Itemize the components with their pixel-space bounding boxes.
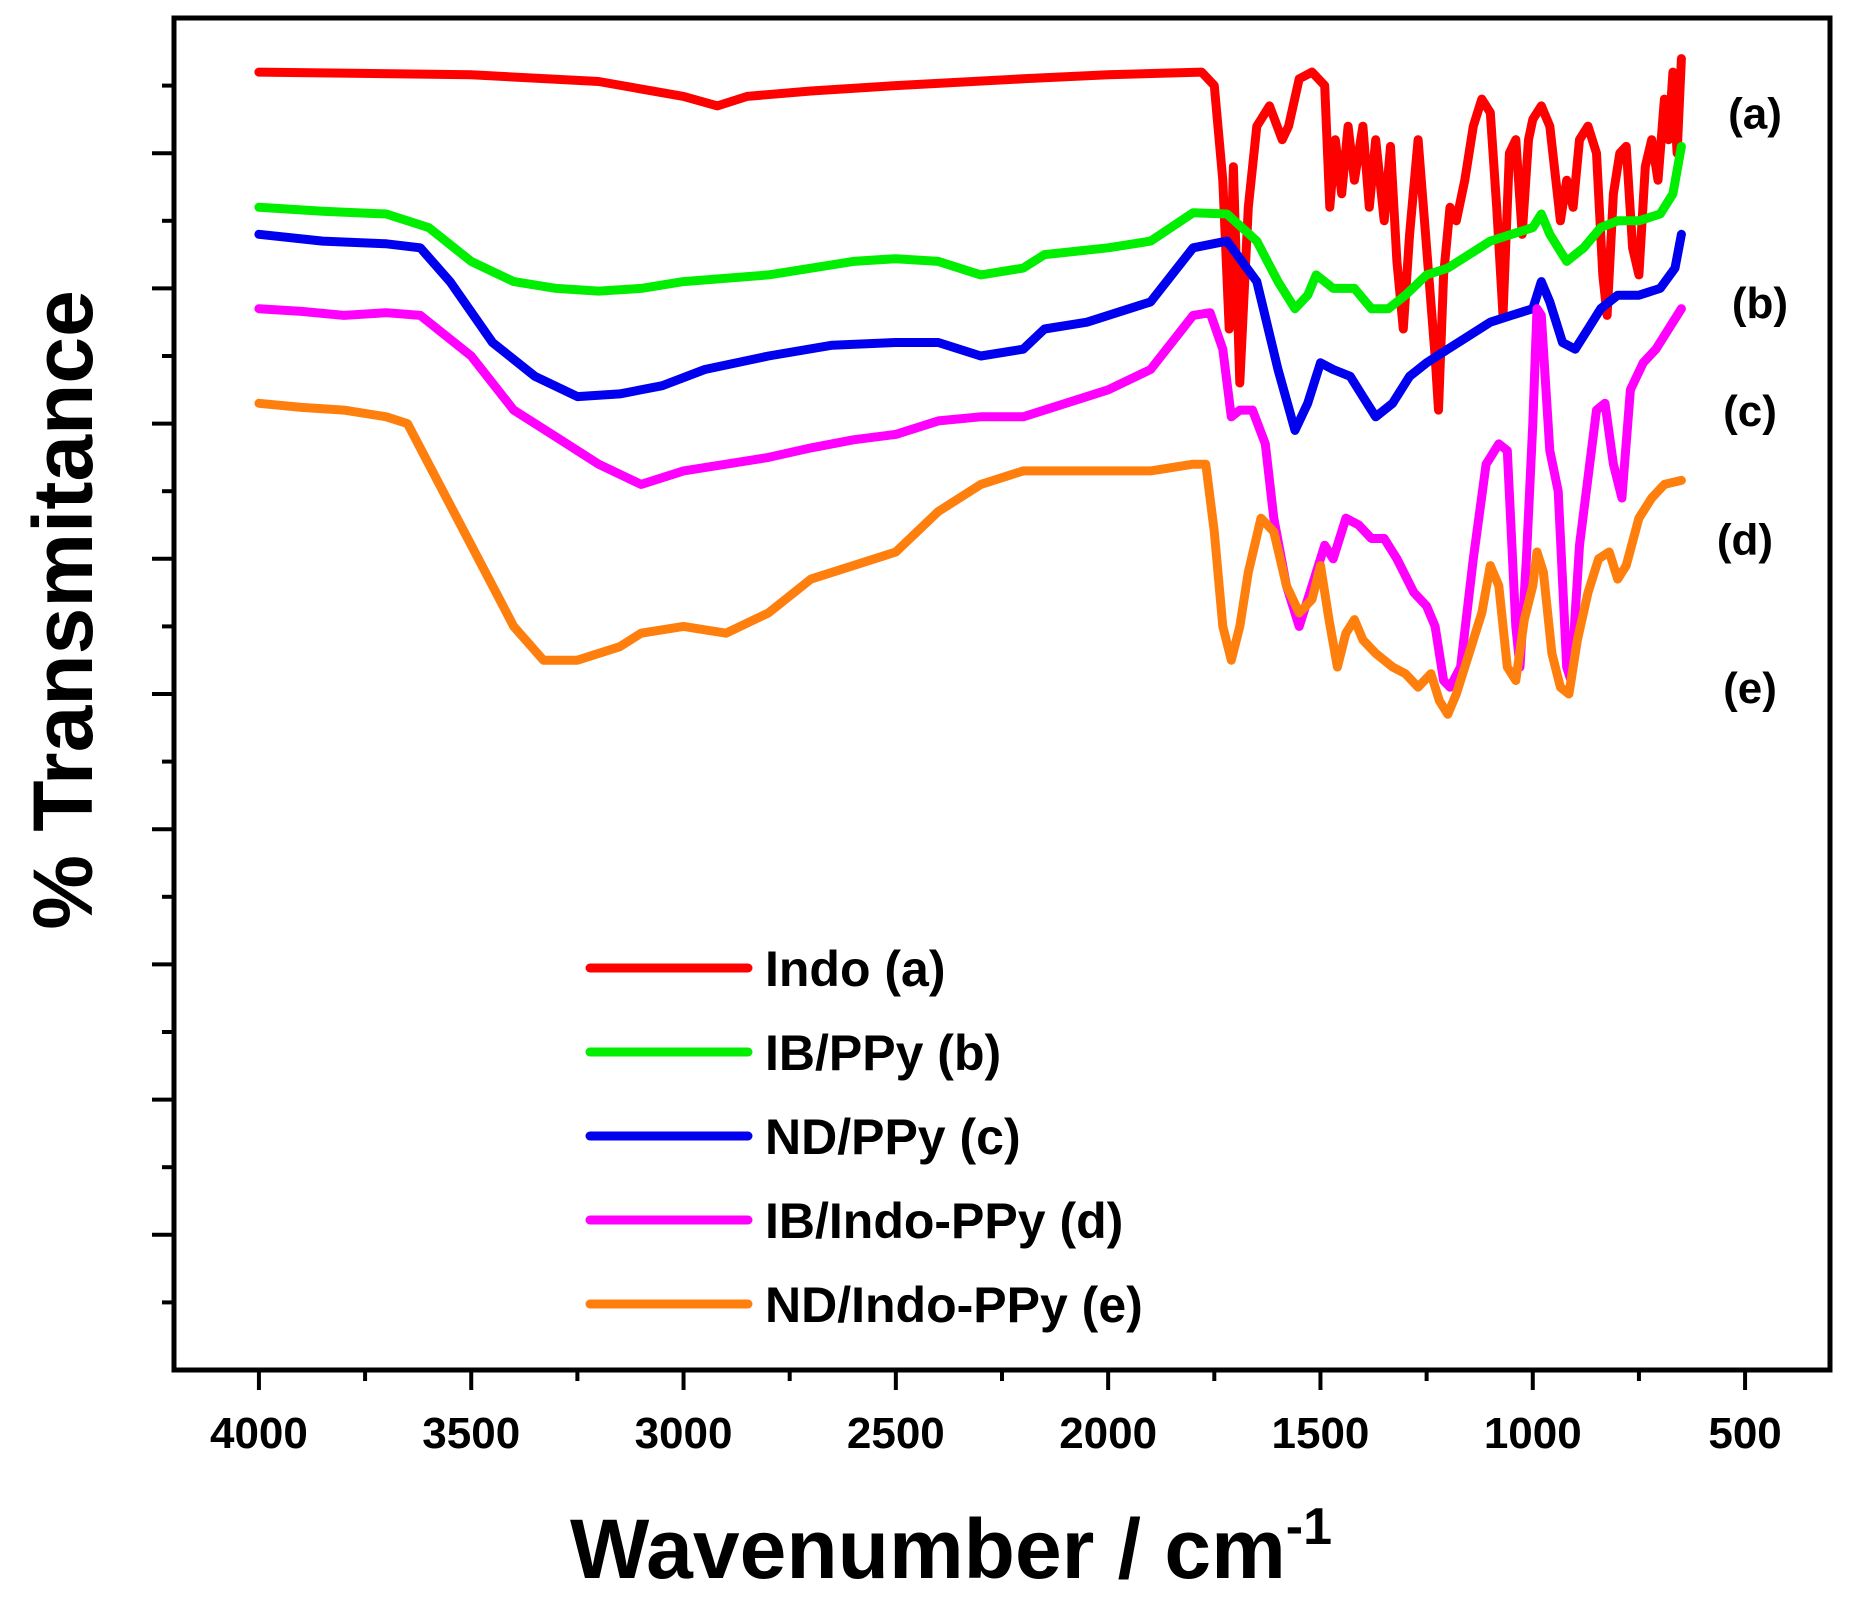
x-tick-label-3500: 3500 bbox=[422, 1409, 520, 1458]
series-line-4 bbox=[254, 398, 1686, 719]
y-axis-title: % Transmitance bbox=[16, 290, 110, 930]
series-line-2 bbox=[254, 229, 1686, 435]
x-tick-label-1000: 1000 bbox=[1484, 1409, 1582, 1458]
x-tick-label-2500: 2500 bbox=[847, 1409, 945, 1458]
legend-label-0: Indo (a) bbox=[765, 941, 946, 997]
legend-label-3: IB/Indo-PPy (d) bbox=[765, 1193, 1123, 1249]
x-tick-label-1500: 1500 bbox=[1272, 1409, 1370, 1458]
x-tick-label-500: 500 bbox=[1708, 1409, 1781, 1458]
x-axis-title-text: Wavenumber / cm bbox=[570, 1502, 1286, 1596]
series-line-3 bbox=[254, 304, 1686, 692]
y-axis-ticks bbox=[152, 83, 174, 1305]
series-line-1 bbox=[254, 141, 1686, 314]
legend-label-2: ND/PPy (c) bbox=[765, 1109, 1021, 1165]
x-axis-ticks: 4000 3500 3000 2500 2000 1500 1000 500 bbox=[210, 1370, 1782, 1458]
series-group bbox=[254, 54, 1686, 719]
legend-label-4: ND/Indo-PPy (e) bbox=[765, 1277, 1143, 1333]
legend-label-1: IB/PPy (b) bbox=[765, 1025, 1001, 1081]
curve-label-4: (e) bbox=[1723, 664, 1777, 713]
plot-frame bbox=[171, 15, 1833, 1373]
curve-label-3: (d) bbox=[1717, 516, 1773, 565]
x-tick-label-3000: 3000 bbox=[635, 1409, 733, 1458]
curve-label-2: (c) bbox=[1723, 387, 1777, 436]
x-tick-label-4000: 4000 bbox=[210, 1409, 308, 1458]
x-axis-title: Wavenumber / cm-1 bbox=[570, 1498, 1332, 1596]
legend: Indo (a) IB/PPy (b) ND/PPy (c) IB/Indo-PPy … bbox=[585, 941, 1143, 1333]
series-line-0 bbox=[254, 54, 1686, 415]
curve-label-0: (a) bbox=[1728, 90, 1782, 139]
curve-label-1: (b) bbox=[1732, 279, 1788, 328]
x-axis-title-superscript: -1 bbox=[1286, 1498, 1332, 1556]
x-tick-label-2000: 2000 bbox=[1059, 1409, 1157, 1458]
curve-labels: (a) (b) (c) (d) (e) bbox=[1717, 90, 1788, 714]
